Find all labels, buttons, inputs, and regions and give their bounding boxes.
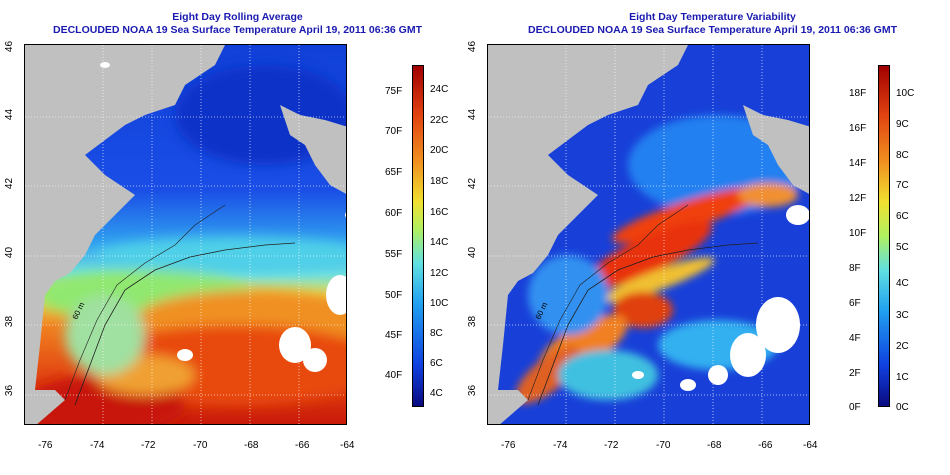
lon-label: -74 xyxy=(553,440,568,451)
left-map-panel: Eight Day Rolling Average DECLOUDED NOAA… xyxy=(4,11,449,451)
lon-label: -70 xyxy=(193,440,208,451)
colorbar-c-label: 22C xyxy=(430,115,449,126)
lat-label: 36 xyxy=(4,384,16,397)
colorbar-f-label: 40F xyxy=(385,370,403,381)
colorbar-f-label: 60F xyxy=(385,208,403,219)
colorbar-f-label: 4F xyxy=(849,333,861,344)
right-map-title: Eight Day Temperature Variability xyxy=(629,11,796,23)
lon-label: -70 xyxy=(656,440,671,451)
colorbar-c-label: 5C xyxy=(896,242,909,253)
colorbar-f-label: 18F xyxy=(849,88,867,99)
lat-label: 38 xyxy=(4,315,16,328)
colorbar-c-label: 2C xyxy=(896,341,909,352)
bathymetry-contour xyxy=(74,242,296,406)
right-map-panel: Eight Day Temperature Variability DECLOU… xyxy=(467,0,950,475)
colorbar-c-label: 6C xyxy=(896,211,909,222)
colorbar-f-label: 75F xyxy=(385,86,403,97)
colorbar-c-label: 4C xyxy=(896,278,909,289)
colorbar-f-label: 6F xyxy=(849,298,861,309)
colorbar-c-label: 24C xyxy=(430,84,449,95)
colorbar-c-label: 10C xyxy=(430,298,449,309)
lon-label: -74 xyxy=(90,440,105,451)
lat-label: 40 xyxy=(4,246,16,259)
colorbar-f-label: 14F xyxy=(849,158,867,169)
lon-label: -72 xyxy=(604,440,619,451)
lat-label: 44 xyxy=(4,108,16,121)
lat-label: 42 xyxy=(4,177,16,190)
lat-label: 46 xyxy=(4,40,16,53)
left-colorbar xyxy=(412,65,424,407)
lon-label: -72 xyxy=(141,440,156,451)
lon-label: -66 xyxy=(295,440,310,451)
left-map-subtitle: DECLOUDED NOAA 19 Sea Surface Temperatur… xyxy=(53,24,422,36)
colorbar-c-label: 7C xyxy=(896,180,909,191)
right-colorbar xyxy=(878,65,890,407)
colorbar-c-label: 1C xyxy=(896,372,909,383)
colorbar-c-label: 8C xyxy=(430,328,443,339)
colorbar-c-label: 0C xyxy=(896,402,909,413)
lat-label: 44 xyxy=(467,108,479,121)
lat-label: 42 xyxy=(467,177,479,190)
left-sst-map: 60 m xyxy=(24,44,347,425)
lon-label: -68 xyxy=(244,440,259,451)
lat-label: 38 xyxy=(467,315,479,328)
colorbar-c-label: 6C xyxy=(430,358,443,369)
colorbar-f-label: 70F xyxy=(385,126,403,137)
colorbar-c-label: 12C xyxy=(430,268,449,279)
colorbar-f-label: 2F xyxy=(849,368,861,379)
lon-label: -64 xyxy=(803,440,818,451)
left-map-title: Eight Day Rolling Average xyxy=(172,11,303,23)
colorbar-c-label: 10C xyxy=(896,88,915,99)
colorbar-c-label: 18C xyxy=(430,176,449,187)
colorbar-c-label: 3C xyxy=(896,310,909,321)
colorbar-f-label: 45F xyxy=(385,330,403,341)
lon-label: -64 xyxy=(340,440,355,451)
colorbar-f-label: 10F xyxy=(849,228,867,239)
colorbar-f-label: 0F xyxy=(849,402,861,413)
colorbar-c-label: 8C xyxy=(896,150,909,161)
colorbar-f-label: 50F xyxy=(385,290,403,301)
lon-label: -76 xyxy=(501,440,516,451)
lon-label: -68 xyxy=(707,440,722,451)
colorbar-f-label: 55F xyxy=(385,249,403,260)
colorbar-f-label: 65F xyxy=(385,167,403,178)
colorbar-c-label: 9C xyxy=(896,119,909,130)
colorbar-f-label: 8F xyxy=(849,263,861,274)
colorbar-f-label: 16F xyxy=(849,123,867,134)
lat-label: 46 xyxy=(467,40,479,53)
colorbar-c-label: 16C xyxy=(430,207,449,218)
colorbar-c-label: 20C xyxy=(430,145,449,156)
lat-label: 36 xyxy=(467,384,479,397)
colorbar-f-label: 12F xyxy=(849,193,867,204)
lon-label: -66 xyxy=(758,440,773,451)
right-variability-map: 60 m xyxy=(487,44,810,425)
lat-label: 40 xyxy=(467,246,479,259)
colorbar-c-label: 4C xyxy=(430,388,443,399)
right-map-subtitle: DECLOUDED NOAA 19 Sea Surface Temperatur… xyxy=(528,24,897,36)
colorbar-c-label: 14C xyxy=(430,237,449,248)
coastline-land xyxy=(25,45,225,390)
lon-label: -76 xyxy=(38,440,53,451)
